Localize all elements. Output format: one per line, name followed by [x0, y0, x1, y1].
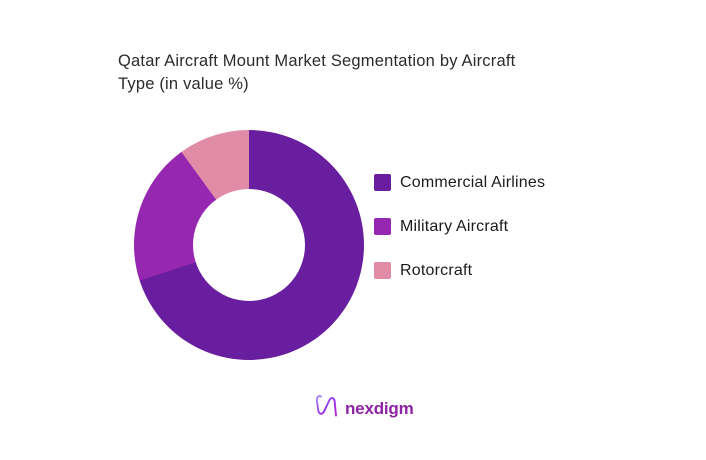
legend-swatch-commercial-airlines [374, 174, 391, 191]
donut-hole [193, 189, 305, 301]
nexdigm-logo-text: nexdigm [345, 398, 414, 418]
legend-item-commercial-airlines: Commercial Airlines [374, 174, 545, 191]
legend-item-military-aircraft: Military Aircraft [374, 218, 545, 235]
chart-legend: Commercial Airlines Military Aircraft Ro… [374, 174, 545, 279]
legend-swatch-rotorcraft [374, 262, 391, 279]
chart-title-line1: Qatar Aircraft Mount Market Segmentation… [118, 52, 516, 70]
nexdigm-logo: nexdigm [314, 392, 414, 425]
nexdigm-logo-icon [314, 392, 340, 425]
legend-item-rotorcraft: Rotorcraft [374, 262, 545, 279]
legend-label-rotorcraft: Rotorcraft [400, 261, 473, 279]
chart-title: Qatar Aircraft Mount Market Segmentation… [118, 50, 608, 96]
legend-label-military-aircraft: Military Aircraft [400, 217, 509, 235]
chart-title-line2: Type (in value %) [118, 75, 249, 93]
donut-chart [134, 130, 364, 360]
legend-swatch-military-aircraft [374, 218, 391, 235]
legend-label-commercial-airlines: Commercial Airlines [400, 173, 546, 191]
